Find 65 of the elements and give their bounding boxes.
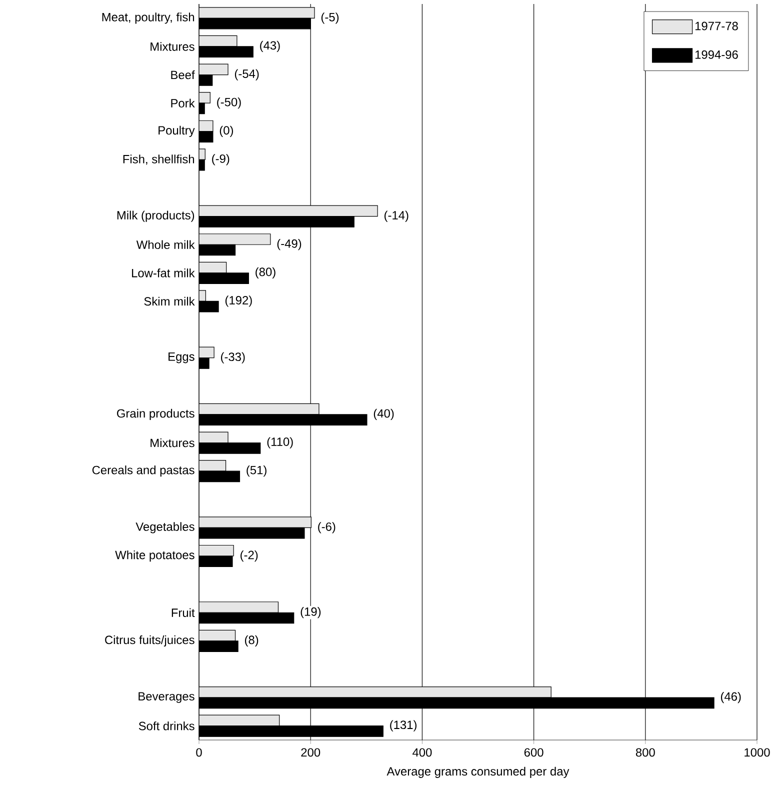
annotation: (192) (225, 296, 252, 307)
y-tick-label: Pork (171, 98, 195, 108)
annotation: (19) (300, 607, 321, 618)
y-tick-label: Skim milk (144, 296, 195, 306)
bar (199, 205, 378, 217)
y-tick-label: Fish, shellfish (123, 154, 194, 165)
bar (199, 630, 236, 642)
y-tick-label: Vegetables (136, 522, 194, 534)
bar (199, 64, 228, 76)
y-tick-label: Poultry (158, 126, 195, 137)
annotation: (-5) (321, 12, 339, 24)
y-tick-label: Eggs (168, 352, 194, 364)
bar (199, 432, 228, 444)
annotation: (80) (256, 267, 276, 278)
annotation: (8) (244, 635, 258, 646)
annotation: (-14) (384, 210, 408, 222)
annotation: (46) (720, 692, 741, 704)
bar (199, 234, 271, 245)
annotation: (131) (390, 720, 416, 732)
bar (199, 516, 312, 528)
legend-label: 1994-96 (695, 50, 738, 59)
y-tick-label: Citrus fuits/juices (105, 635, 194, 647)
bar (199, 262, 227, 274)
bar (199, 544, 234, 556)
y-tick-label: Cereals and pastas (92, 466, 194, 477)
y-tick-label: Mixtures (150, 42, 194, 51)
legend-label: 1977-78 (695, 22, 738, 30)
y-tick-label: Whole milk (136, 240, 195, 249)
y-tick-label: Meat, poultry, fish (102, 12, 194, 24)
annotation: (-50) (217, 98, 241, 109)
y-tick-label: White potatoes (115, 550, 194, 562)
x-tick-label: 1000 (744, 748, 770, 757)
x-tick-label: 400 (412, 748, 432, 757)
bar (199, 460, 226, 472)
annotation: (110) (267, 437, 293, 448)
bar (199, 35, 238, 47)
annotation: (-49) (277, 239, 302, 250)
y-tick-label: Milk (products) (117, 210, 194, 222)
x-tick-label: 800 (636, 748, 655, 757)
annotation: (-2) (240, 550, 258, 562)
annotation: (40) (374, 408, 394, 420)
bar (199, 7, 315, 18)
x-tick-label: 600 (524, 748, 544, 757)
annotation: (51) (246, 466, 266, 477)
bar (199, 602, 279, 613)
annotation: (-6) (318, 522, 336, 534)
annotation: (-33) (220, 352, 245, 364)
bar (199, 403, 320, 415)
annotation: (43) (260, 40, 280, 52)
x-tick-label: 200 (301, 748, 320, 757)
y-tick-label: Beef (171, 70, 195, 80)
bar (199, 714, 280, 726)
y-tick-label: Low-fat milk (132, 268, 195, 278)
y-tick-label: Fruit (172, 608, 195, 618)
annotation: (0) (220, 126, 234, 137)
y-tick-label: Grain products (117, 408, 194, 420)
y-tick-label: Mixtures (150, 438, 194, 448)
y-tick-label: Soft drinks (138, 721, 194, 730)
x-axis-title: Average grams consumed per day (386, 766, 570, 778)
annotation: (-54) (234, 69, 259, 80)
y-tick-label: Beverages (138, 692, 194, 703)
annotation: (-9) (212, 154, 230, 166)
x-tick-label: 0 (196, 748, 202, 757)
bar (199, 92, 210, 104)
bar (199, 686, 552, 698)
